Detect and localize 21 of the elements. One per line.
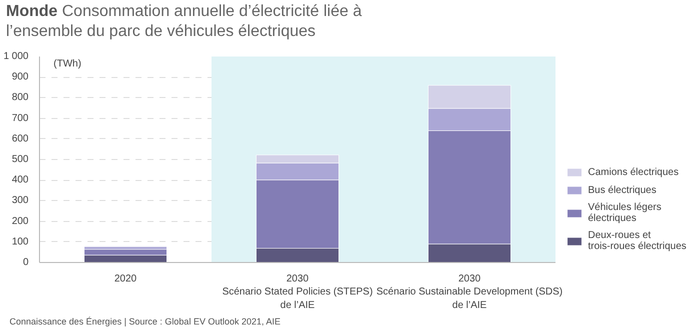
y-tick-label: 200 xyxy=(12,216,29,227)
legend-label: Camions électriques xyxy=(588,166,679,178)
y-tick-label: 400 xyxy=(12,174,29,186)
x-tick-label: 2030 Scénario Stated Policies (STEPS) de l’AIE xyxy=(222,274,373,311)
chart-title: Monde Consommation annuelle d’électricité liée à l’ensemble du parc de véhicules électriques xyxy=(6,2,363,42)
y-tick-label: 900 xyxy=(12,72,29,83)
y-tick-label: 700 xyxy=(12,112,29,124)
y-tick-label: 0 xyxy=(22,257,29,268)
y-tick-label: 500 xyxy=(12,154,29,165)
legend-label: Deux-roues et trois-roues électriques xyxy=(588,230,686,252)
y-tick-label: 600 xyxy=(12,133,29,144)
y-axis-title: (TWh) xyxy=(54,58,82,70)
y-tick-label: 300 xyxy=(12,195,29,206)
text: Connaissance des Énergies | Source : Global EV Outlook 2021, AIE xyxy=(10,316,280,326)
y-tick-label: 800 xyxy=(12,92,29,104)
y-tick-label: 1 000 xyxy=(3,51,29,62)
legend-label: Bus électriques xyxy=(588,184,656,196)
x-tick-label: 2020 xyxy=(114,274,138,284)
y-tick-label: 100 xyxy=(12,236,29,248)
x-tick-label: 2030 Scénario Sustainable Development (SDS) de l’AIE xyxy=(376,274,563,311)
legend-label: Véhicules légers électriques xyxy=(588,202,662,224)
